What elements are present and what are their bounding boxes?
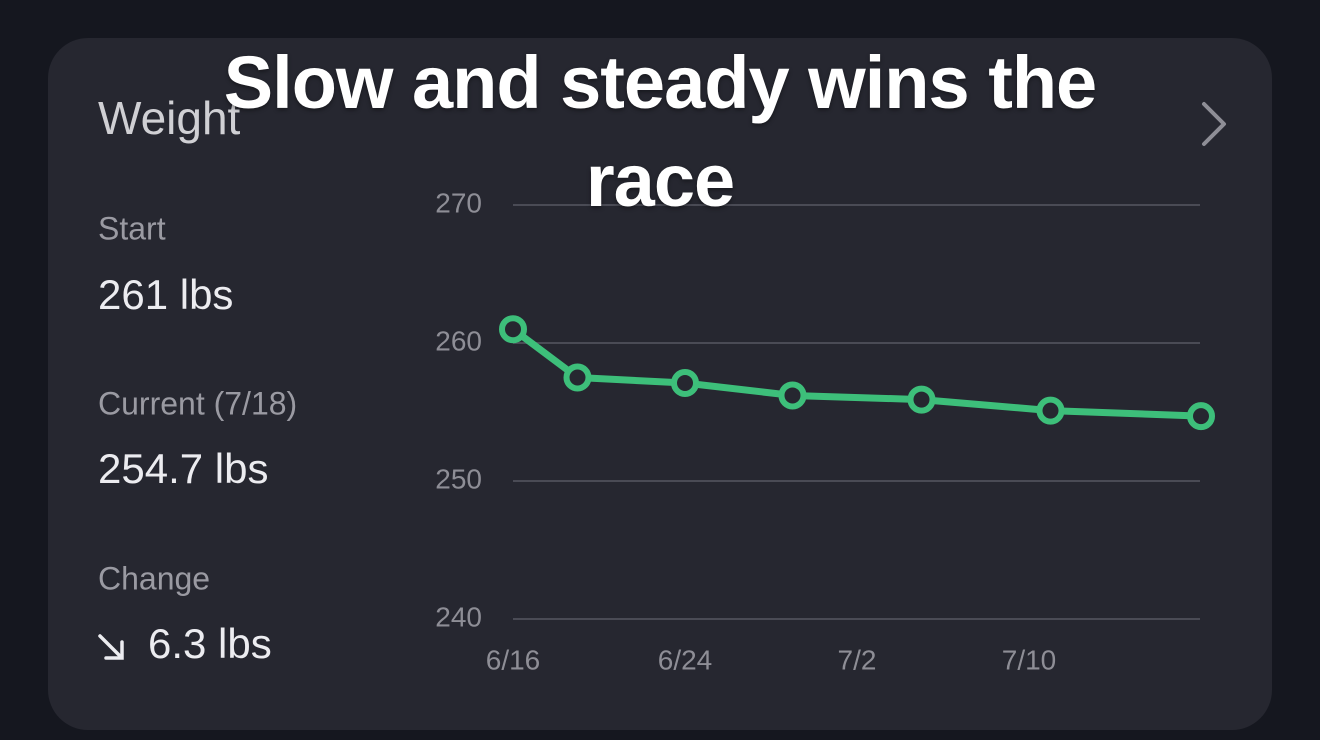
caption-overlay: Slow and steady wins the race (223, 41, 1097, 222)
y-tick-label: 250 (435, 463, 482, 494)
data-point (671, 369, 699, 398)
stat-label: Change (98, 560, 210, 596)
data-point (1187, 402, 1215, 431)
stat-value: 254.7 lbs (98, 445, 268, 492)
data-point (778, 381, 807, 410)
y-tick-label: 260 (435, 325, 482, 356)
data-point (499, 315, 527, 344)
y-tick-label: 240 (435, 601, 482, 632)
data-point (563, 363, 592, 392)
x-tick-label: 7/2 (838, 644, 877, 675)
data-point (907, 385, 936, 414)
x-tick-label: 6/16 (486, 644, 541, 675)
y-tick-label: 270 (435, 187, 482, 218)
card-title: Weight (98, 92, 241, 144)
stat-label: Current (7/18) (98, 385, 297, 421)
down-arrow-icon (98, 634, 124, 660)
chevron-icon[interactable] (1202, 102, 1226, 146)
x-tick-label: 6/24 (658, 644, 713, 675)
stat-value: 6.3 lbs (148, 620, 272, 667)
stat-label: Start (98, 210, 166, 246)
x-tick-label: 7/10 (1002, 644, 1057, 675)
stat-value: 261 lbs (98, 271, 233, 318)
data-point (1036, 396, 1065, 425)
